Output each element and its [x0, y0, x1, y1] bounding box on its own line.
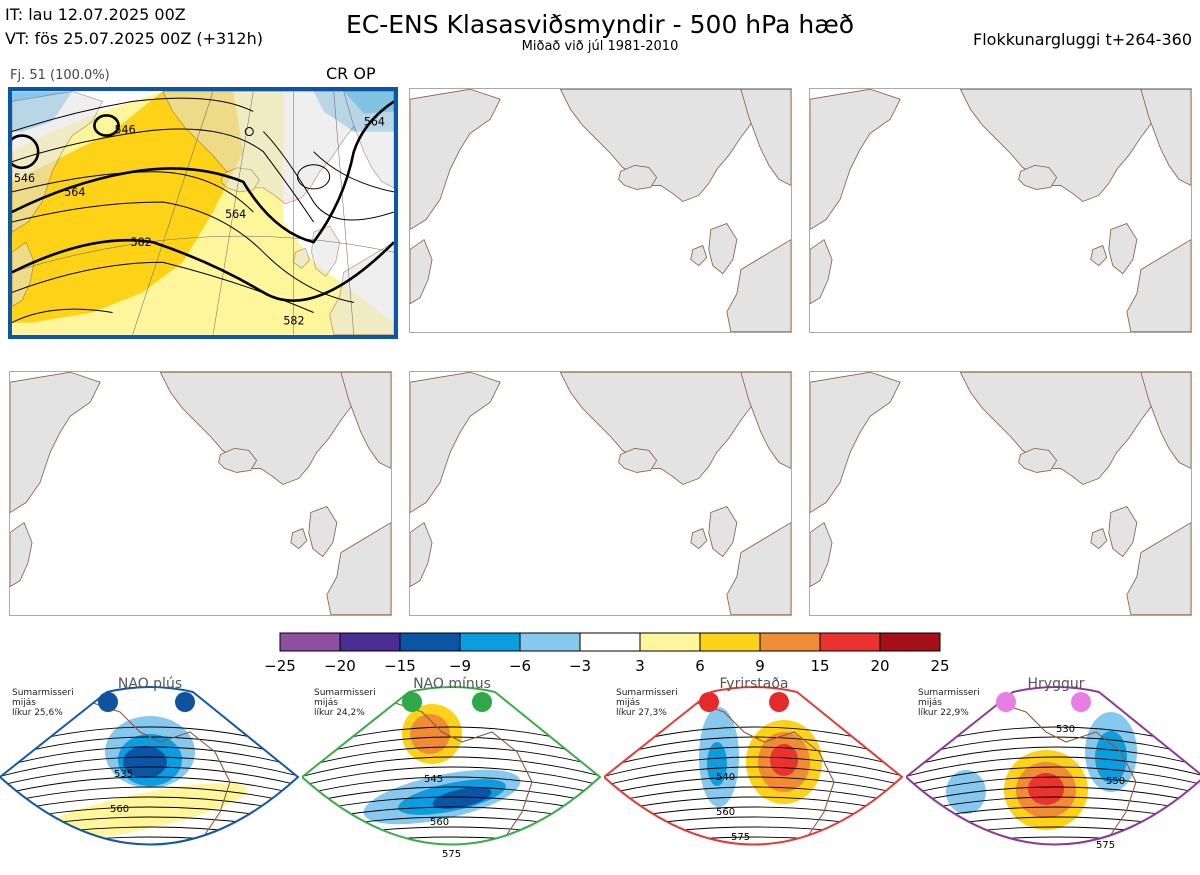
colorbar-swatch	[819, 632, 881, 652]
anomaly-shading	[32, 783, 248, 841]
regime-title: NAO mínus	[413, 676, 491, 692]
contour-label: 582	[283, 315, 304, 328]
colorbar-swatch	[759, 632, 821, 652]
colorbar-swatch	[339, 632, 401, 652]
regime-info: Sumarmisseri mijás líkur 22,9%	[918, 688, 980, 718]
regime-info-line: mijás	[918, 698, 942, 708]
page-title: EC-ENS Klasasviðsmyndir - 500 hPa hæð	[345, 10, 855, 39]
cluster-map-2	[409, 88, 792, 333]
contour-label: 560	[110, 804, 129, 815]
regime-frame	[602, 686, 904, 846]
regime-info-line: líkur 27,3%	[616, 708, 667, 718]
anomaly-shading	[410, 714, 450, 754]
regime-info-line: Sumarmisseri	[12, 688, 74, 698]
colorbar-tick-label: 20	[870, 657, 890, 675]
cluster-member-count: Fj. 51 (100.0%)	[10, 68, 110, 83]
regime-info-line: mijás	[314, 698, 338, 708]
regime-marker-dot	[769, 692, 789, 712]
contour-label: 546	[14, 172, 35, 185]
regime-panel: 540 560 575 Fyrirstaða Sumarmisseri mijás líku…	[602, 672, 904, 871]
colorbar-tick-label: 15	[810, 657, 830, 675]
clustering-window: Flokkunargluggi t+264-360	[973, 30, 1192, 49]
init-time: IT: lau 12.07.2025 00Z	[5, 5, 186, 24]
regime-marker-dot	[175, 692, 195, 712]
colorbar-swatch	[519, 632, 581, 652]
contour-label: 545	[424, 774, 443, 785]
cluster-map-6	[809, 371, 1192, 616]
anomaly-shading	[946, 770, 986, 814]
contour-label: 530	[1056, 724, 1075, 735]
regime-info-line: mijás	[12, 698, 36, 708]
cluster-map-1: 546 564 564 582 582 564 546	[8, 87, 398, 339]
cluster-map-3	[809, 88, 1192, 333]
colorbar-tick-label: 9	[755, 657, 765, 675]
regime-info-line: mijás	[616, 698, 640, 708]
anomaly-shading	[432, 787, 492, 809]
colorbar-tick-label: 25	[930, 657, 950, 675]
regime-panel: 530 550 575 Hryggur Sumarmisseri mijás líkur 2…	[904, 672, 1200, 871]
anomaly-shading	[123, 746, 167, 778]
contour-label: 564	[64, 186, 85, 199]
regime-marker-dot	[1071, 692, 1091, 712]
regime-frame	[300, 686, 602, 846]
regime-title: NAO plús	[117, 676, 183, 692]
contour-label: 564	[225, 208, 246, 221]
regime-info-line: Sumarmisseri	[314, 688, 376, 698]
contour-label: 550	[1106, 776, 1125, 787]
regime-marker-dot	[699, 692, 719, 712]
cluster-corner-label: CR OP	[326, 64, 376, 83]
cluster-map-5	[409, 371, 792, 616]
cluster-map-4	[9, 371, 392, 616]
contour-label: 575	[731, 832, 750, 843]
regime-info-line: líkur 24,2%	[314, 708, 365, 718]
colorbar-tick-label: −25	[264, 657, 296, 675]
regime-panel: 535 560 NAO plús Sumarmisseri mijás líkur 25,…	[0, 672, 300, 871]
colorbar-swatch	[579, 632, 641, 652]
colorbar-swatch	[639, 632, 701, 652]
colorbar-swatch	[699, 632, 761, 652]
regime-frame	[0, 686, 300, 846]
colorbar-swatch	[279, 632, 341, 652]
regime-info-line: Sumarmisseri	[616, 688, 678, 698]
regime-info-line: líkur 25,6%	[12, 708, 63, 718]
contour-label: 564	[364, 116, 385, 129]
regime-info: Sumarmisseri mijás líkur 24,2%	[314, 688, 376, 718]
valid-time: VT: fös 25.07.2025 00Z (+312h)	[5, 29, 263, 48]
colorbar-tick-label: −15	[384, 657, 416, 675]
page-subtitle: Miðað við júl 1981-2010	[521, 39, 679, 54]
regime-marker-dot	[402, 692, 422, 712]
regime-info: Sumarmisseri mijás líkur 25,6%	[12, 688, 74, 718]
regime-title: Hryggur	[1027, 676, 1085, 692]
colorbar-tick-label: −6	[508, 657, 532, 675]
contour-label: 546	[115, 124, 136, 137]
regime-title: Fyrirstaða	[719, 676, 789, 692]
regime-info-line: Sumarmisseri	[918, 688, 980, 698]
anomaly-colorbar	[279, 632, 941, 652]
contour-label: 535	[114, 769, 133, 780]
colorbar-swatch	[879, 632, 941, 652]
contour-label: 575	[1096, 840, 1115, 851]
contour-label: 560	[716, 807, 735, 818]
regime-marker-dot	[472, 692, 492, 712]
regime-marker-dot	[98, 692, 118, 712]
regime-info: Sumarmisseri mijás líkur 27,3%	[616, 688, 678, 718]
colorbar-tick-label: −3	[568, 657, 592, 675]
colorbar-tick-label: −9	[448, 657, 472, 675]
contour-label: 582	[131, 236, 152, 249]
regime-frame	[904, 686, 1200, 846]
colorbar-tick-label: 3	[635, 657, 645, 675]
colorbar-swatch	[399, 632, 461, 652]
contour-label: 560	[430, 817, 449, 828]
regime-marker-dot	[996, 692, 1016, 712]
colorbar-tick-label: −20	[324, 657, 356, 675]
regime-info-line: líkur 22,9%	[918, 708, 969, 718]
anomaly-shading	[707, 742, 727, 786]
contour-label: 575	[442, 849, 461, 860]
colorbar-swatch	[459, 632, 521, 652]
colorbar-tick-label: 6	[695, 657, 705, 675]
regime-panel: 545 560 575 NAO mínus Sumarmisseri mijás líkur…	[300, 672, 602, 871]
anomaly-shading	[1021, 852, 1051, 862]
contour-label: 540	[716, 772, 735, 783]
